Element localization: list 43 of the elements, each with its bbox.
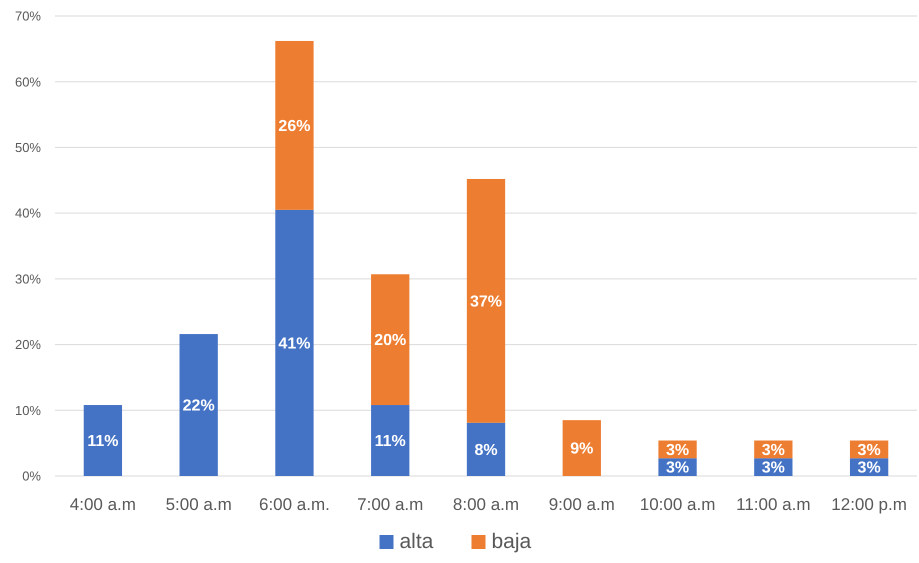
bar <box>371 405 410 476</box>
y-tick-label: 50% <box>14 140 42 155</box>
bar <box>180 334 218 476</box>
x-tick-label: 11:00 a.m <box>736 495 811 514</box>
x-tick-label: 10:00 a.m <box>640 495 716 514</box>
bar <box>275 40 314 210</box>
x-tick-label: 4:00 a.m <box>70 495 136 514</box>
x-tick-label: 12:00 p.m <box>831 495 907 514</box>
bar <box>562 420 601 476</box>
y-tick-label: 10% <box>14 402 42 418</box>
y-tick-label: 30% <box>14 271 42 286</box>
data-label: 11% <box>87 433 118 450</box>
x-tick-label: 8:00 a.m <box>452 495 520 514</box>
data-label: 3% <box>762 442 785 459</box>
y-tick-label: 0% <box>22 468 42 484</box>
bar <box>466 178 506 423</box>
data-label: 41% <box>278 336 310 353</box>
x-tick-label: 9:00 a.m <box>548 495 615 514</box>
data-label: 3% <box>858 442 881 459</box>
data-label: 3% <box>666 442 690 459</box>
data-label: 3% <box>858 460 881 477</box>
x-tick-label: 6:00 a.m. <box>259 495 330 514</box>
bar <box>466 422 506 476</box>
data-label: 37% <box>470 293 502 310</box>
data-label: 8% <box>474 442 498 459</box>
data-label: 3% <box>666 460 690 477</box>
legend-label: baja <box>492 530 532 553</box>
bar <box>275 210 314 476</box>
y-tick-label: 40% <box>14 206 42 221</box>
legend-label: alta <box>400 530 434 553</box>
y-tick-label: 70% <box>14 8 42 24</box>
data-label: 20% <box>374 332 406 350</box>
data-label: 11% <box>374 433 406 450</box>
x-tick-label: 7:00 a.m <box>357 495 424 514</box>
data-label: 22% <box>182 398 215 415</box>
data-label: 3% <box>762 460 785 477</box>
y-tick-label: 20% <box>14 337 42 352</box>
data-label: 26% <box>278 118 310 136</box>
x-tick-label: 5:00 a.m <box>166 495 232 514</box>
data-label: 9% <box>570 440 594 458</box>
bar <box>84 405 122 476</box>
y-tick-label: 60% <box>14 74 42 90</box>
bar <box>371 274 410 406</box>
